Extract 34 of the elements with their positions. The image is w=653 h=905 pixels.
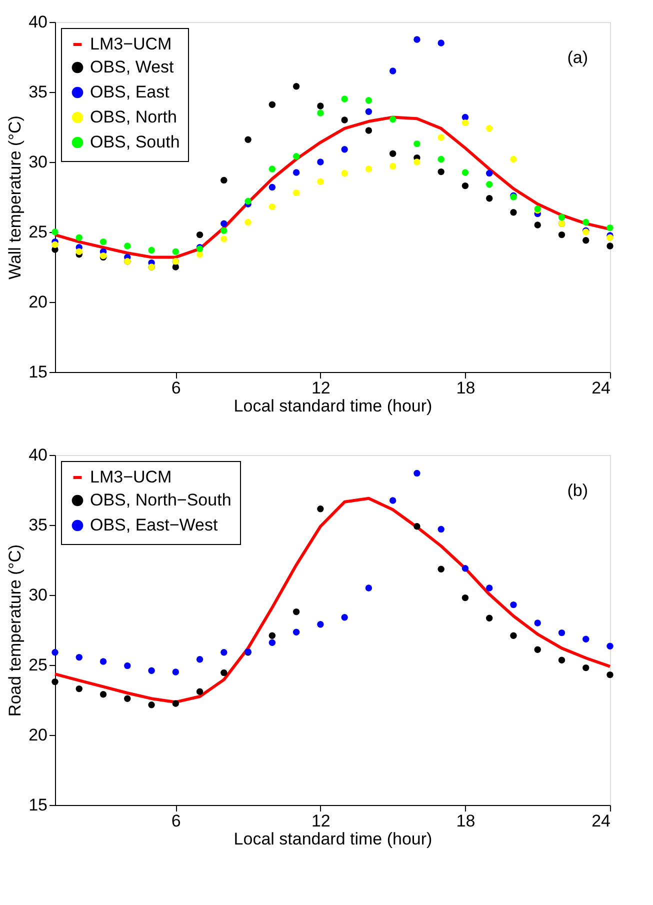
- x-tick-label: 6: [171, 812, 181, 830]
- x-tick-label: 24: [592, 812, 610, 830]
- y-tick-label: 25: [28, 656, 48, 674]
- y-tick-label: 35: [28, 516, 48, 534]
- x-tick-label: 24: [592, 378, 610, 398]
- y-tick-label: 40: [28, 12, 48, 32]
- x-tick-label: 12: [311, 812, 330, 830]
- legend-label: LM3−UCM: [90, 34, 172, 54]
- annotation: (b): [567, 481, 588, 500]
- y-tick-label: 15: [28, 796, 48, 814]
- legend-label: OBS, North: [90, 108, 177, 126]
- legend-label: OBS, East−West: [90, 516, 218, 534]
- x-tick-label: 12: [311, 378, 330, 398]
- y-tick-label: 35: [28, 82, 48, 102]
- y-axis-title: Road temperature (°C): [6, 544, 25, 717]
- x-tick-label: 18: [456, 378, 476, 398]
- annotation: (a): [567, 48, 588, 67]
- y-tick-label: 20: [28, 292, 48, 312]
- y-tick-label: 30: [28, 586, 48, 604]
- y-tick-label: 25: [28, 222, 48, 242]
- y-tick-label: 30: [28, 152, 48, 172]
- y-tick-label: 15: [28, 362, 48, 382]
- x-tick-label: 18: [456, 812, 476, 830]
- legend-label: OBS, West: [90, 58, 174, 76]
- legend-label: LM3−UCM: [90, 468, 172, 486]
- y-tick-label: 40: [28, 446, 48, 464]
- legend-label: OBS, East: [90, 82, 170, 102]
- x-axis-title: Local standard time (hour): [234, 396, 432, 416]
- legend-label: OBS, South: [90, 132, 180, 152]
- x-tick-label: 6: [171, 378, 181, 398]
- y-axis-title: Wall temperature (°C): [6, 116, 25, 280]
- y-tick-label: 20: [28, 726, 48, 744]
- legend-label: OBS, North−South: [90, 490, 232, 510]
- x-axis-title: Local standard time (hour): [234, 830, 432, 848]
